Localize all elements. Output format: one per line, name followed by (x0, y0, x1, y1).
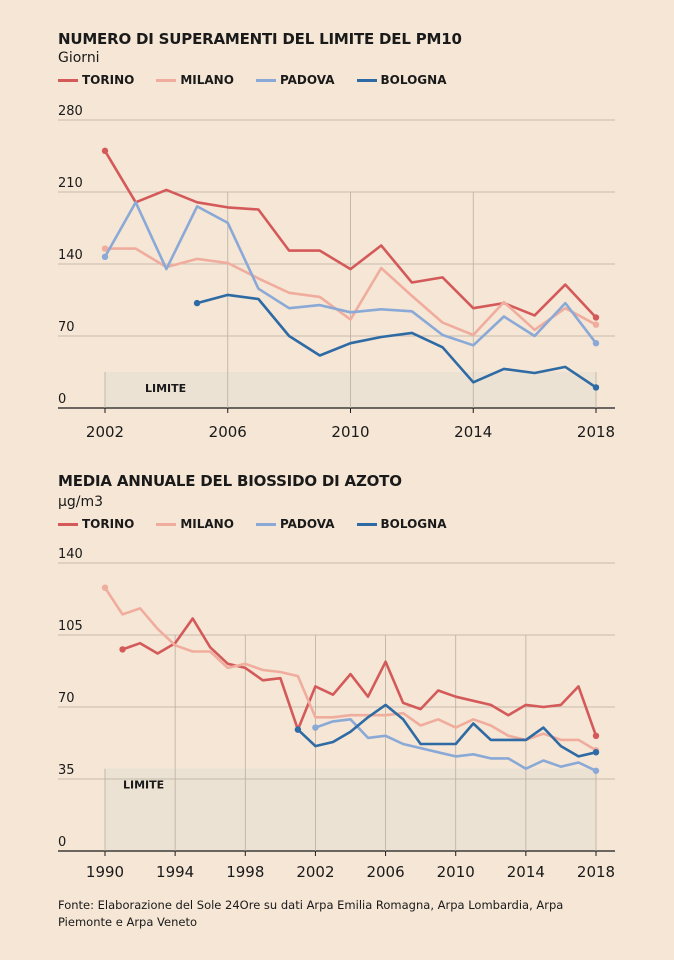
series-point-milano (101, 245, 109, 252)
legend-swatch (356, 78, 377, 82)
legend-item-milano: MILANO (156, 517, 234, 531)
legend-swatch (156, 522, 177, 526)
x-tick-label: 1998 (226, 863, 264, 881)
series-point-torino (592, 314, 600, 321)
y-tick-label: 0 (58, 835, 66, 850)
series-line-bologna (296, 703, 598, 758)
legend-item-milano: MILANO (156, 73, 234, 87)
legend-label: PADOVA (279, 73, 335, 87)
legend-swatch (58, 78, 78, 82)
y-tick-label: 280 (58, 104, 83, 119)
chart-title: NUMERO DI SUPERAMENTI DEL LIMITE DEL PM1… (58, 30, 462, 48)
series-point-torino (101, 147, 109, 155)
chart-pm10-plot: LIMITE 0 70 140 210 280 2002 2006 2010 2014 2018 (58, 104, 615, 441)
x-tick-label: 2002 (296, 863, 334, 881)
legend-item-padova: PADOVA (255, 73, 335, 87)
x-tick-label: 2010 (437, 863, 475, 881)
series-point-torino (592, 732, 600, 739)
y-tick-label: 105 (58, 619, 83, 634)
legend: TORINO MILANO PADOVA BOLOGNA (58, 73, 468, 87)
series-line-padova (314, 717, 598, 773)
legend-swatch (156, 78, 177, 82)
legend-swatch (58, 522, 78, 526)
y-tick-label: 210 (58, 176, 83, 191)
series-line-torino (121, 617, 598, 738)
series-line-milano (103, 247, 598, 337)
legend-swatch (255, 522, 276, 526)
y-tick-label: 70 (58, 320, 75, 335)
x-tick-label: 1990 (86, 863, 124, 881)
legend-label: PADOVA (279, 517, 335, 531)
x-tick-label: 2014 (507, 863, 545, 881)
series-line-torino (103, 149, 598, 319)
legend-label: BOLOGNA (380, 517, 447, 531)
x-tick-label: 2006 (209, 423, 247, 441)
y-tick-label: 0 (58, 392, 66, 407)
legend-item-bologna: BOLOGNA (356, 73, 447, 87)
x-tick-label: 2018 (577, 423, 615, 441)
y-tick-label: 140 (58, 248, 83, 263)
source-note: Fonte: Elaborazione del Sole 24Ore su da… (58, 898, 564, 929)
legend-label: MILANO (180, 73, 234, 87)
series-point-padova (101, 253, 109, 260)
legend-item-torino: TORINO (58, 517, 134, 531)
series-point-bologna (193, 299, 201, 307)
series-point-padova (592, 767, 600, 774)
series-point-milano (101, 584, 109, 591)
y-tick-label: 35 (58, 763, 75, 778)
x-tick-label: 2006 (366, 863, 404, 881)
series-line-bologna (195, 293, 598, 389)
series-line-milano (103, 586, 598, 752)
limit-label: LIMITE (145, 382, 186, 395)
x-tick-label: 2014 (454, 423, 492, 441)
y-axis-unit: Giorni (58, 50, 100, 66)
legend-item-torino: TORINO (58, 73, 134, 87)
y-tick-label: 70 (58, 691, 75, 706)
series-line-padova (103, 201, 598, 347)
legend-label: TORINO (82, 73, 135, 87)
series-point-bologna (592, 749, 600, 756)
legend-swatch (255, 78, 276, 82)
limit-band (105, 768, 596, 851)
x-tick-label: 2010 (331, 423, 369, 441)
legend: TORINO MILANO PADOVA BOLOGNA (58, 517, 468, 531)
series-point-bologna (592, 384, 600, 391)
legend-item-bologna: BOLOGNA (356, 517, 447, 531)
limit-label: LIMITE (123, 779, 164, 792)
chart-title: MEDIA ANNUALE DEL BIOSSIDO DI AZOTO (58, 472, 402, 490)
x-tick-label: 2002 (86, 423, 124, 441)
y-tick-label: 140 (58, 547, 83, 562)
series-point-padova (312, 724, 319, 731)
series-point-padova (592, 340, 600, 347)
x-tick-label: 2018 (577, 863, 615, 881)
legend-label: BOLOGNA (380, 73, 447, 87)
y-axis-unit: µg/m3 (58, 494, 104, 510)
series-point-milano (592, 321, 600, 328)
series-point-torino (119, 646, 126, 653)
x-tick-label: 1994 (156, 863, 194, 881)
legend-label: MILANO (180, 517, 234, 531)
legend-label: TORINO (82, 517, 135, 531)
legend-swatch (356, 522, 377, 526)
series-point-bologna (294, 726, 302, 733)
legend-item-padova: PADOVA (255, 517, 335, 531)
